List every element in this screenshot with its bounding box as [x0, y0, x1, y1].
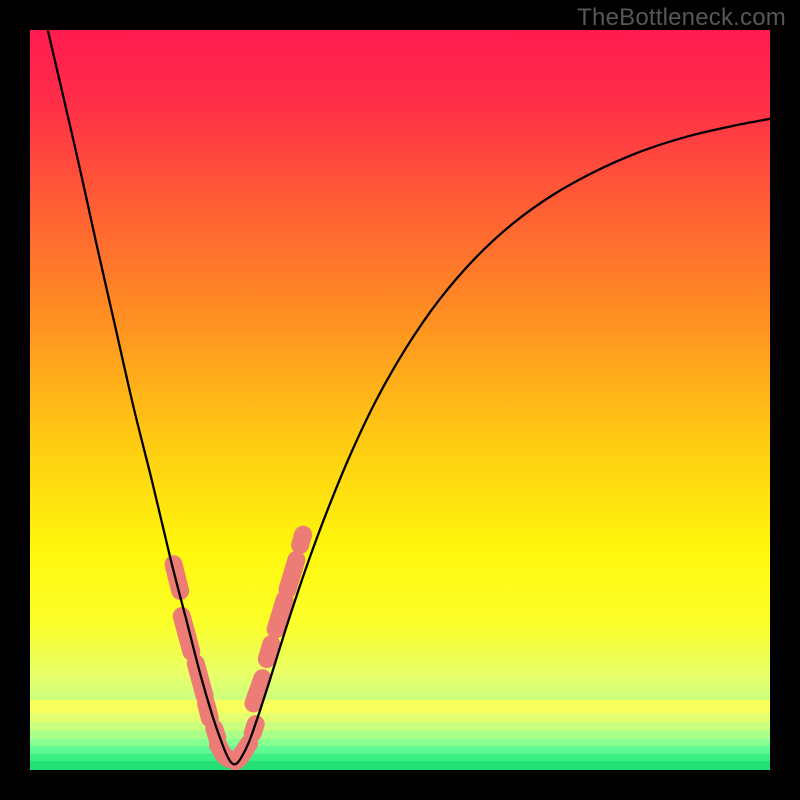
- chart-stage: TheBottleneck.com: [0, 0, 800, 800]
- bottom-green-bands: [30, 700, 770, 771]
- bottleneck-chart-svg: [0, 0, 800, 800]
- plot-background: [30, 30, 770, 770]
